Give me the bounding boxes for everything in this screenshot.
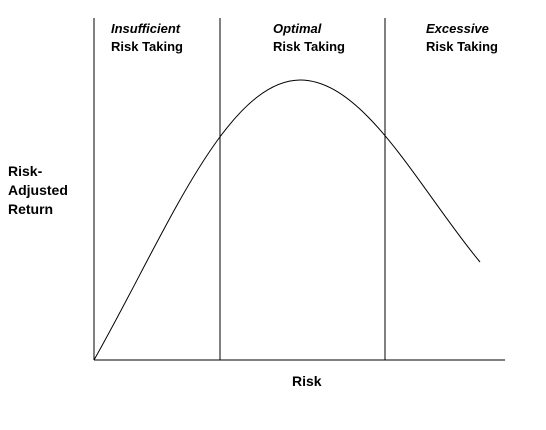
zone-excessive: Excessive Risk Taking — [426, 20, 498, 56]
zone-insufficient-title: Insufficient — [111, 21, 181, 36]
y-axis-label-line: Return — [8, 201, 54, 217]
zone-insufficient-subtitle: Risk Taking — [111, 39, 184, 54]
zone-insufficient: Insufficient Risk Taking — [111, 20, 183, 56]
y-axis-label-line: Adjusted — [8, 182, 68, 198]
zone-excessive-subtitle: Risk Taking — [426, 39, 499, 54]
y-axis-label: Risk- Adjusted Return — [8, 162, 68, 219]
zone-excessive-title: Excessive — [426, 21, 489, 36]
risk-return-curve — [93, 79, 481, 361]
y-axis-label-line: Risk- — [8, 163, 43, 179]
zone-optimal: Optimal Risk Taking — [273, 20, 345, 56]
zone-optimal-subtitle: Risk Taking — [273, 39, 346, 54]
zone-optimal-title: Optimal — [273, 21, 322, 36]
x-axis-label: Risk — [292, 373, 322, 389]
